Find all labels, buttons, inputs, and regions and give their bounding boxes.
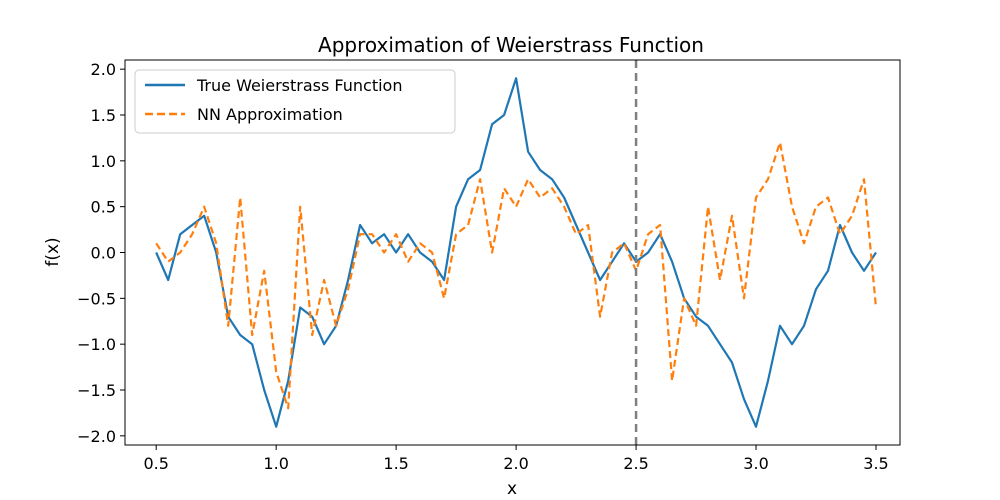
y-tick-label: −0.5 bbox=[77, 289, 116, 308]
y-tick-label: −1.5 bbox=[77, 381, 116, 400]
y-tick-label: 1.5 bbox=[91, 106, 116, 125]
x-tick-label: 3.5 bbox=[863, 454, 888, 473]
y-tick-label: 0.5 bbox=[91, 198, 116, 217]
x-tick-label: 1.0 bbox=[263, 454, 288, 473]
x-tick-label: 3.0 bbox=[743, 454, 768, 473]
legend-label-true-function: True Weierstrass Function bbox=[196, 76, 402, 95]
x-tick-label: 2.0 bbox=[503, 454, 528, 473]
chart-title: Approximation of Weierstrass Function bbox=[318, 33, 704, 57]
x-axis: 0.5 1.0 1.5 2.0 2.5 3.0 3.5 bbox=[143, 445, 889, 473]
plot-area bbox=[155, 60, 878, 445]
legend-label-nn-approximation: NN Approximation bbox=[197, 105, 343, 124]
series-line-nn-approximation bbox=[155, 141, 878, 410]
y-tick-label: 1.0 bbox=[91, 152, 116, 171]
series-line-true-function bbox=[155, 77, 877, 428]
x-axis-label: x bbox=[507, 479, 517, 499]
x-tick-label: 0.5 bbox=[143, 454, 168, 473]
x-tick-label: 2.5 bbox=[623, 454, 648, 473]
y-axis-label: f(x) bbox=[43, 237, 63, 266]
x-tick-label: 1.5 bbox=[383, 454, 408, 473]
y-axis: −2.0 −1.5 −1.0 −0.5 0.0 0.5 1.0 1.5 2.0 bbox=[77, 60, 125, 446]
y-tick-label: −2.0 bbox=[77, 427, 116, 446]
legend-box bbox=[134, 69, 456, 134]
y-tick-label: −1.0 bbox=[77, 335, 116, 354]
y-tick-label: 2.0 bbox=[91, 60, 116, 79]
y-tick-label: 0.0 bbox=[91, 244, 116, 263]
legend: True Weierstrass Function NN Approximati… bbox=[134, 69, 456, 134]
